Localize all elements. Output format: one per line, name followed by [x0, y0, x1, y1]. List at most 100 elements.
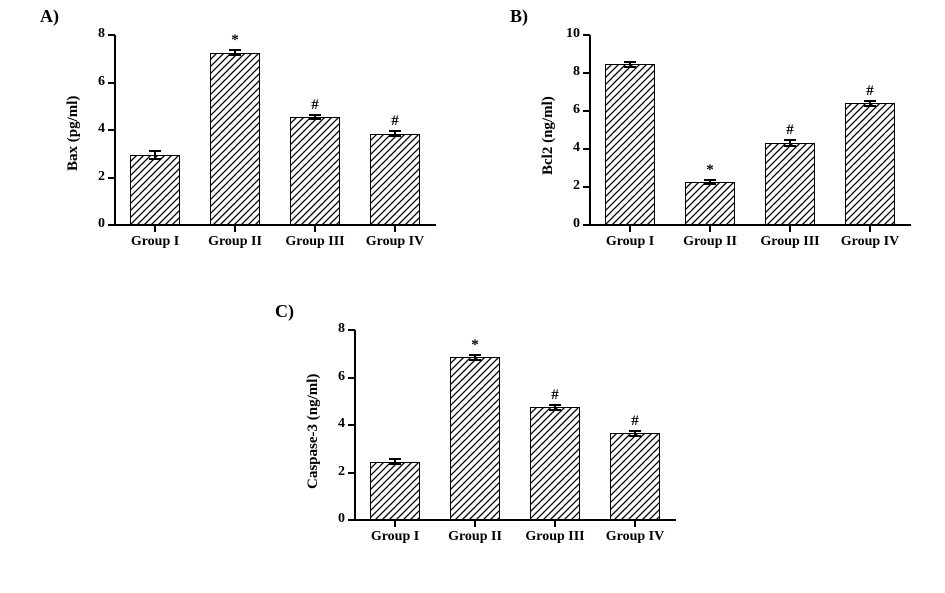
x-tick-label: Group II	[670, 234, 750, 250]
x-tick-label: Group II	[195, 234, 275, 250]
x-tick	[634, 520, 636, 527]
bar	[450, 357, 500, 520]
bar	[370, 134, 420, 225]
significance-marker: #	[545, 387, 565, 404]
error-bar-cap	[229, 54, 241, 56]
bar	[845, 103, 895, 225]
y-tick-label: 0	[77, 216, 105, 232]
y-axis-title: Caspase-3 (ng/ml)	[305, 373, 322, 488]
y-tick	[108, 82, 115, 84]
x-tick-label: Group III	[275, 234, 355, 250]
bar	[130, 155, 180, 225]
significance-marker: #	[860, 83, 880, 100]
bar	[765, 143, 815, 225]
error-bar-cap	[624, 61, 636, 63]
panel-label-C: C)	[275, 301, 294, 322]
x-tick	[474, 520, 476, 527]
error-bar-cap	[549, 409, 561, 411]
error-bar-cap	[469, 354, 481, 356]
significance-marker: *	[225, 32, 245, 49]
y-tick	[108, 224, 115, 226]
x-tick	[629, 225, 631, 232]
error-bar-cap	[229, 49, 241, 51]
error-bar-cap	[149, 150, 161, 152]
error-bar-cap	[704, 183, 716, 185]
y-axis-title: Bax (pg/ml)	[65, 96, 82, 171]
panel-label-B: B)	[510, 6, 528, 27]
x-tick	[394, 520, 396, 527]
y-axis-title: Bcl2 (ng/ml)	[540, 96, 557, 175]
y-tick	[348, 329, 355, 331]
y-tick	[108, 129, 115, 131]
y-tick	[108, 177, 115, 179]
x-tick-label: Group III	[515, 529, 595, 545]
x-tick-label: Group I	[590, 234, 670, 250]
x-tick	[709, 225, 711, 232]
significance-marker: #	[305, 97, 325, 114]
error-bar-cap	[549, 404, 561, 406]
significance-marker: *	[465, 337, 485, 354]
error-bar-cap	[389, 463, 401, 465]
bar	[210, 53, 260, 225]
y-tick-label: 6	[77, 74, 105, 90]
error-bar-cap	[149, 158, 161, 160]
x-tick-label: Group IV	[830, 234, 910, 250]
x-tick-label: Group IV	[355, 234, 435, 250]
y-tick	[583, 34, 590, 36]
y-tick	[348, 519, 355, 521]
error-bar-cap	[389, 135, 401, 137]
error-bar-cap	[389, 130, 401, 132]
x-tick	[154, 225, 156, 232]
bar	[290, 117, 340, 225]
error-bar-cap	[309, 118, 321, 120]
y-tick	[108, 34, 115, 36]
y-tick	[348, 377, 355, 379]
bar	[370, 462, 420, 520]
y-tick	[583, 224, 590, 226]
y-tick-label: 8	[77, 26, 105, 42]
x-tick	[789, 225, 791, 232]
y-tick-label: 2	[552, 178, 580, 194]
significance-marker: #	[625, 413, 645, 430]
error-bar-cap	[629, 435, 641, 437]
error-bar-cap	[864, 105, 876, 107]
y-tick	[583, 72, 590, 74]
error-bar-cap	[629, 430, 641, 432]
error-bar-cap	[784, 139, 796, 141]
y-axis	[589, 35, 591, 225]
significance-marker: *	[700, 162, 720, 179]
y-tick-label: 0	[552, 216, 580, 232]
bar	[685, 182, 735, 225]
x-tick	[394, 225, 396, 232]
y-tick-label: 0	[317, 511, 345, 527]
error-bar-cap	[864, 100, 876, 102]
x-tick	[869, 225, 871, 232]
x-tick-label: Group IV	[595, 529, 675, 545]
y-tick	[348, 424, 355, 426]
x-tick	[554, 520, 556, 527]
x-tick	[234, 225, 236, 232]
y-tick-label: 8	[552, 64, 580, 80]
x-tick-label: Group III	[750, 234, 830, 250]
error-bar-cap	[704, 179, 716, 181]
y-tick	[583, 148, 590, 150]
error-bar-cap	[784, 145, 796, 147]
x-tick-label: Group II	[435, 529, 515, 545]
bar	[530, 407, 580, 520]
y-tick-label: 8	[317, 321, 345, 337]
error-bar-cap	[624, 66, 636, 68]
error-bar-cap	[309, 114, 321, 116]
panel-label-A: A)	[40, 6, 59, 27]
x-tick-label: Group I	[115, 234, 195, 250]
y-tick	[583, 110, 590, 112]
x-tick	[314, 225, 316, 232]
x-tick-label: Group I	[355, 529, 435, 545]
bar	[605, 64, 655, 225]
error-bar-cap	[469, 359, 481, 361]
bar	[610, 433, 660, 520]
y-tick-label: 10	[552, 26, 580, 42]
y-tick	[583, 186, 590, 188]
y-tick	[348, 472, 355, 474]
significance-marker: #	[385, 113, 405, 130]
error-bar-cap	[389, 458, 401, 460]
